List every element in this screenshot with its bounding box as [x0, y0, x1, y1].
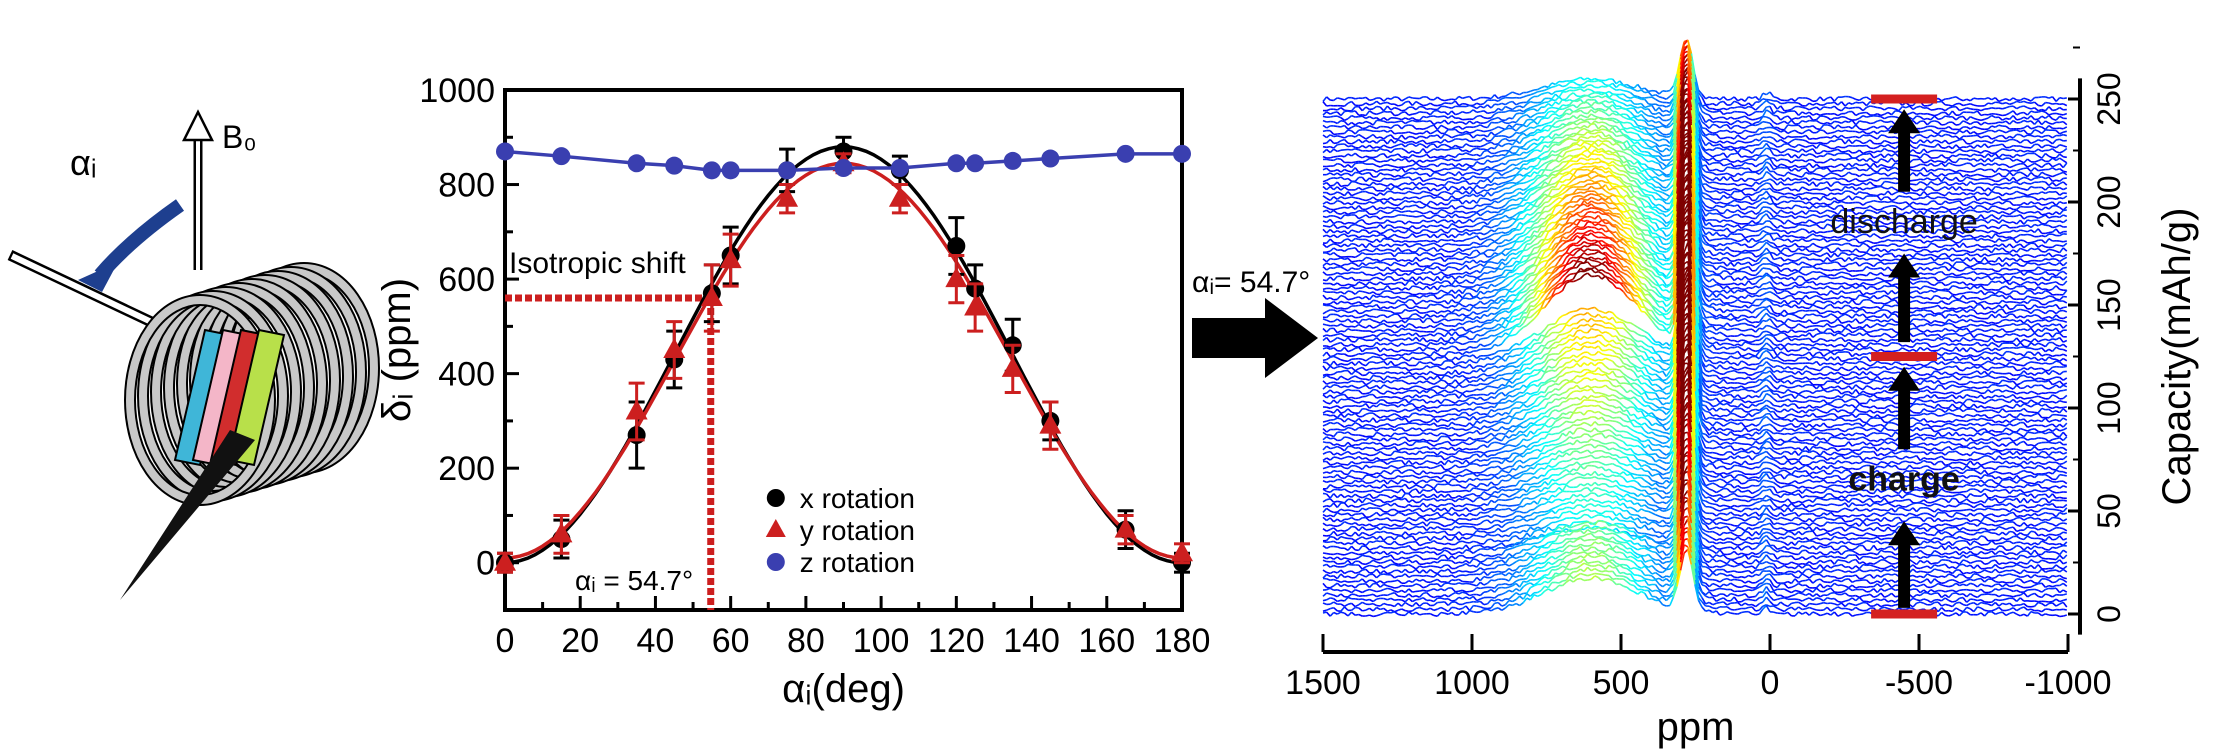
y-tick-label: 200 — [438, 450, 495, 488]
isotropic-label: Isotropic shift — [509, 247, 686, 280]
spectra-chart: 1500 1000 500 0 -500 -1000 ppm 0 50 100 150 200 250 C… — [1285, 40, 2199, 749]
data-point — [947, 154, 965, 172]
x-tick-label: 120 — [928, 622, 985, 660]
y-tick-label: 200 — [2091, 175, 2127, 228]
data-point — [628, 154, 646, 172]
y-tick-label: 100 — [2091, 381, 2127, 434]
y-tick-label: 250 — [2091, 72, 2127, 125]
legend-marker — [767, 553, 785, 571]
data-point — [1041, 150, 1059, 168]
x-tick-label: 40 — [637, 622, 675, 660]
angle-chart: 0 20 40 60 80 100 120 140 160 180 0 200 400 600 800 100… — [375, 72, 1210, 711]
y-axis-label: δᵢ (ppm) — [375, 278, 419, 422]
x-axis-label: αᵢ(deg) — [782, 667, 905, 711]
data-point — [722, 161, 740, 179]
x-tick-label: 160 — [1078, 622, 1135, 660]
y-tick-label: 1000 — [419, 72, 495, 110]
legend-marker — [766, 519, 786, 537]
data-point — [1173, 145, 1191, 163]
x-tick-label: 500 — [1593, 664, 1650, 702]
alpha-label: αᵢ — [70, 142, 96, 183]
x-tick-label: -1000 — [2025, 664, 2112, 702]
data-point — [496, 142, 514, 160]
x-tick-label: -500 — [1885, 664, 1953, 702]
data-point — [778, 161, 796, 179]
data-point — [1117, 145, 1135, 163]
data-point — [1004, 152, 1022, 170]
y-tick-label: 600 — [438, 261, 495, 299]
charge-label: charge — [1848, 460, 1960, 498]
data-point — [891, 159, 909, 177]
b0-arrow-head — [184, 112, 212, 140]
data-point — [966, 154, 984, 172]
magic-angle-label: αᵢ = 54.7° — [575, 565, 693, 596]
arrow-right-icon — [1192, 298, 1318, 378]
legend-label: z rotation — [800, 547, 915, 578]
discharge-label: discharge — [1830, 203, 1977, 241]
x-tick-label: 0 — [1761, 664, 1780, 702]
x-tick-label: 60 — [712, 622, 750, 660]
x-tick-label: 1000 — [1434, 664, 1510, 702]
legend-label: x rotation — [800, 483, 915, 514]
y-tick-label: 400 — [438, 356, 495, 394]
data-point — [552, 147, 570, 165]
angle-annotation: αᵢ= 54.7° — [1192, 266, 1310, 299]
y-tick-label: 0 — [2091, 605, 2127, 623]
x-tick-label: 140 — [1003, 622, 1060, 660]
y-tick-label: 0 — [476, 545, 495, 583]
x-axis-label: ppm — [1657, 705, 1735, 749]
data-point — [835, 159, 853, 177]
x-tick-label: 1500 — [1285, 664, 1361, 702]
rotation-arrow — [100, 205, 180, 275]
y-tick-label: 50 — [2091, 493, 2127, 529]
data-point — [703, 161, 721, 179]
y-tick-label: 800 — [438, 167, 495, 205]
x-tick-label: 180 — [1154, 622, 1211, 660]
b0-label: B₀ — [222, 119, 257, 155]
y-tick-label: 150 — [2091, 278, 2127, 331]
coil-illustration: B₀ αᵢ — [10, 112, 374, 600]
x-tick-label: 100 — [853, 622, 910, 660]
data-point — [665, 157, 683, 175]
y-axis-label: Capacity(mAh/g) — [2155, 208, 2199, 506]
x-tick-label: 0 — [496, 622, 515, 660]
legend-label: y rotation — [800, 515, 915, 546]
x-tick-label: 20 — [561, 622, 599, 660]
data-point — [947, 237, 965, 255]
legend-marker — [767, 489, 785, 507]
x-tick-label: 80 — [787, 622, 825, 660]
